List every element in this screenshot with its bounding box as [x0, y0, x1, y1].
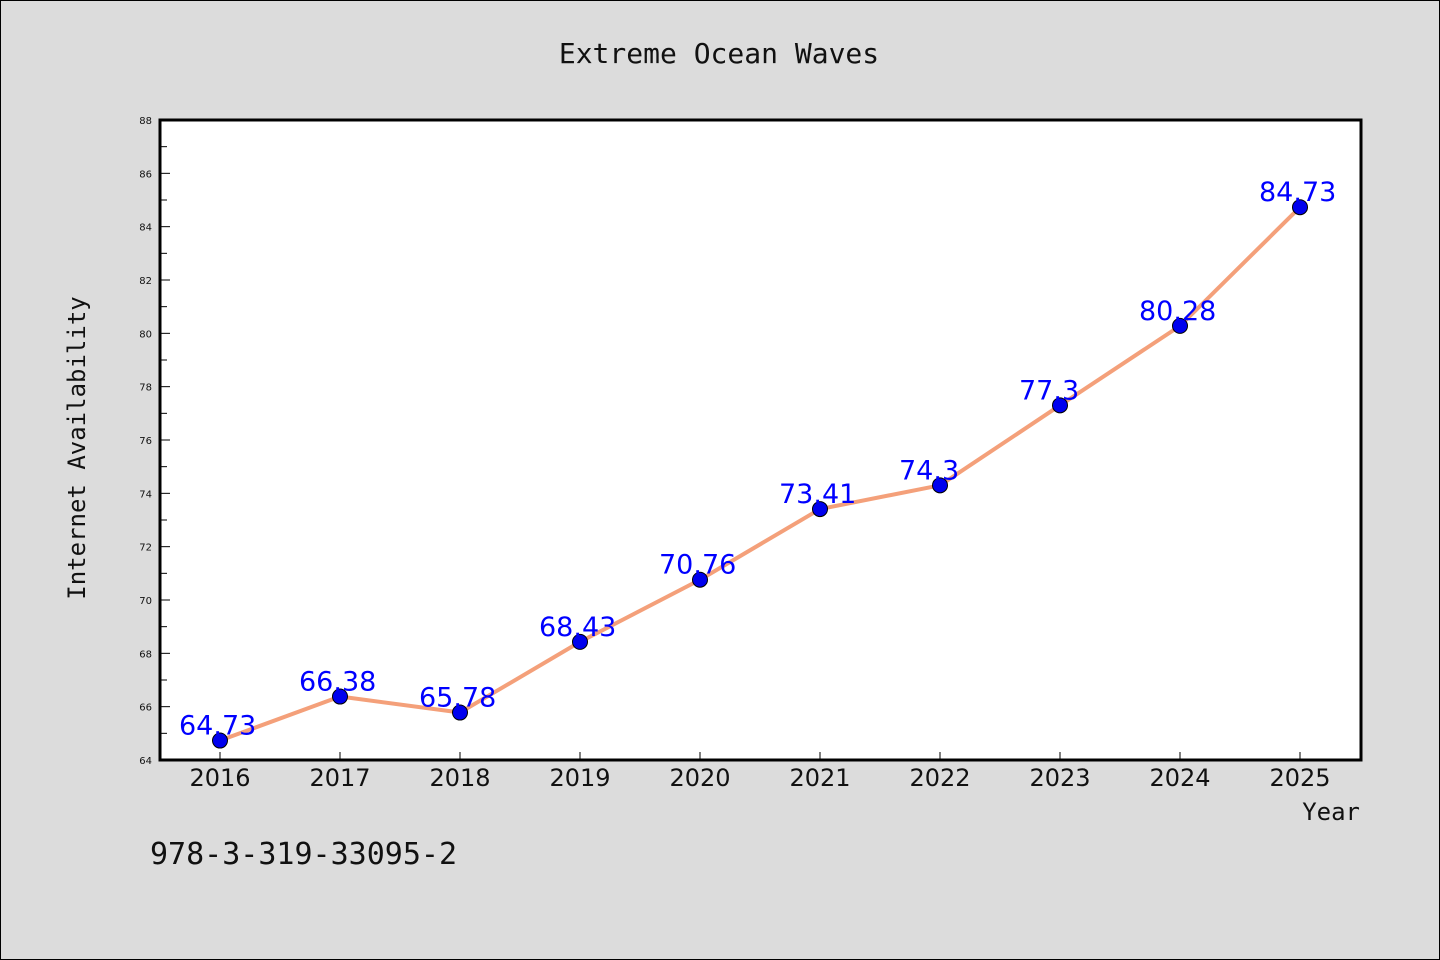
y-tick-label: 74	[139, 489, 152, 500]
data-label: 84.73	[1259, 177, 1336, 208]
y-tick-label: 64	[139, 756, 152, 767]
series-layer: 64.73 66.38 65.78 68.43 70.76 73.41 74.3 77.3 80…	[179, 177, 1336, 749]
y-tick-label: 72	[139, 543, 152, 554]
data-point	[812, 501, 828, 518]
x-tick-label: 2024	[1149, 764, 1210, 792]
data-label: 65.78	[419, 683, 496, 714]
data-label: 77.3	[1019, 375, 1079, 406]
x-tick-label: 2019	[549, 764, 610, 792]
data-point	[1172, 317, 1188, 334]
plot-frame	[158, 118, 1363, 762]
x-tick-label: 2025	[1269, 764, 1330, 792]
data-label: 66.38	[299, 667, 376, 698]
data-point	[212, 732, 228, 749]
y-tick-label: 66	[139, 703, 152, 714]
x-tick-label: 2023	[1029, 764, 1090, 792]
data-point	[1292, 199, 1308, 216]
plot-area	[160, 120, 1361, 760]
x-tick-label: 2021	[789, 764, 850, 792]
y-tick-label: 82	[139, 276, 152, 287]
data-point	[692, 571, 708, 588]
x-tick-label: 2020	[669, 764, 730, 792]
footer-text: 978-3-319-33095-2	[150, 837, 457, 872]
y-tick-label: 88	[139, 116, 152, 127]
data-label: 68.43	[539, 612, 616, 643]
y-tick-label: 80	[139, 329, 152, 340]
y-axis-label: Internet Availability	[63, 296, 91, 599]
x-axis: 2016 2017 2018 2019 2020 2021 2022 2023 2024 2025	[189, 752, 1331, 792]
series-line	[219, 205, 1302, 743]
y-tick-label: 84	[139, 223, 152, 234]
x-axis-label: Year	[1302, 798, 1360, 826]
chart-title: Extreme Ocean Waves	[559, 37, 879, 70]
y-tick-label: 86	[139, 169, 152, 180]
data-point	[932, 477, 948, 494]
data-label: 70.76	[659, 550, 736, 581]
x-tick-label: 2016	[189, 764, 250, 792]
data-label: 64.73	[179, 711, 256, 742]
data-point	[452, 704, 468, 721]
data-label: 74.3	[899, 455, 959, 486]
y-tick-label: 68	[139, 649, 152, 660]
y-axis: 64 66 68 70 72 74 76 78 80 82 84 86 88	[139, 116, 170, 767]
data-label: 73.41	[779, 479, 856, 510]
y-tick-label: 78	[139, 383, 152, 394]
y-tick-label: 70	[139, 596, 152, 607]
data-point	[572, 633, 588, 650]
data-point	[1052, 397, 1068, 414]
x-tick-label: 2022	[909, 764, 970, 792]
data-point	[332, 688, 348, 705]
x-tick-label: 2017	[309, 764, 370, 792]
x-tick-label: 2018	[429, 764, 490, 792]
y-tick-label: 76	[139, 436, 152, 447]
data-label: 80.28	[1139, 296, 1216, 327]
